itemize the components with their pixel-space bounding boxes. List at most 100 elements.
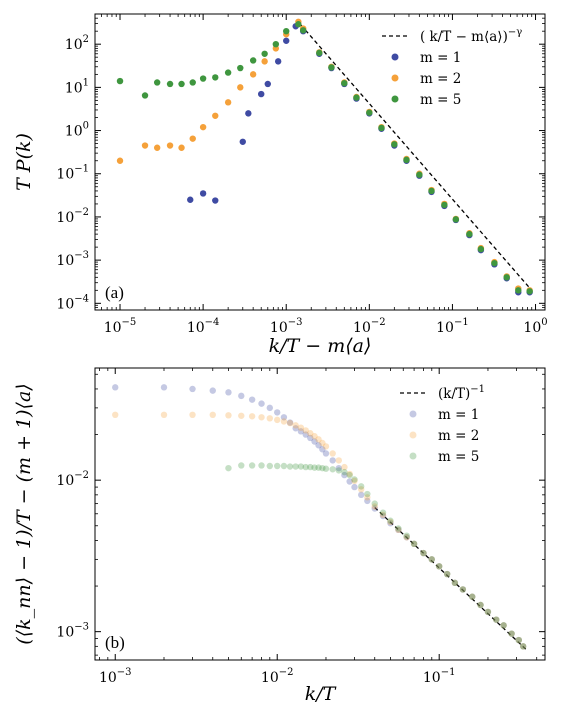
data-point — [209, 387, 216, 394]
data-point — [403, 156, 410, 164]
tick-label: 10−1 — [436, 317, 469, 336]
series-m2 — [116, 18, 533, 294]
data-point — [280, 418, 288, 425]
data-point — [283, 37, 290, 44]
data-point — [420, 549, 427, 557]
data-point — [322, 443, 330, 450]
data-point — [335, 457, 343, 464]
reference-line — [300, 24, 532, 290]
tick-label: 100 — [523, 317, 547, 336]
data-point — [319, 446, 326, 453]
data-point — [189, 385, 196, 393]
data-point — [302, 427, 309, 434]
data-point — [441, 201, 448, 209]
data-point — [515, 636, 522, 644]
data-point — [428, 556, 435, 563]
data-point — [322, 465, 330, 472]
data-point — [258, 462, 265, 469]
data-point — [239, 138, 246, 145]
data-point — [364, 497, 371, 505]
data-point — [307, 463, 314, 471]
data-point — [519, 643, 527, 650]
data-point — [346, 471, 353, 479]
data-point — [515, 636, 522, 644]
data-point — [395, 526, 402, 534]
data-point — [112, 411, 119, 419]
tick-label: 101 — [65, 77, 89, 96]
series-m5 — [116, 21, 533, 295]
data-point — [451, 579, 459, 587]
legend-entry-reference: ( k/T − m⟨a⟩)−γ — [420, 27, 522, 45]
data-point — [477, 601, 484, 609]
data-point — [258, 414, 265, 421]
data-point — [351, 476, 358, 483]
data-point — [435, 563, 443, 570]
data-point — [280, 462, 288, 470]
data-point — [212, 74, 219, 81]
data-point — [410, 540, 418, 548]
tick-label: 10−4 — [187, 317, 220, 336]
tick-label: 10−2 — [56, 207, 89, 226]
data-point — [237, 84, 244, 91]
data-point — [335, 464, 343, 472]
data-point — [302, 431, 309, 438]
data-point — [189, 135, 196, 142]
data-point — [249, 71, 257, 78]
tick-label: 10−3 — [270, 317, 303, 336]
panel-b: 10−3 10−2 10−1 10−3 10−2 (b) k/T (⟨k_nn⟩ − 1)/T… — [13, 367, 546, 705]
data-point — [493, 616, 500, 623]
data-point — [311, 433, 318, 440]
data-point — [116, 157, 124, 164]
data-point — [225, 389, 232, 396]
data-point — [307, 434, 314, 442]
data-point — [329, 457, 336, 464]
data-point — [166, 80, 174, 88]
data-point — [379, 512, 387, 520]
data-point — [316, 49, 323, 57]
legend-entry: m = 5 — [420, 92, 461, 108]
data-point — [153, 144, 161, 151]
data-point — [266, 404, 274, 412]
data-point — [224, 69, 232, 76]
y-axis-label: (⟨k_nn⟩ − 1)/T − (m + 1)⟨a⟩ — [13, 383, 35, 644]
data-point — [116, 77, 124, 85]
data-point — [189, 411, 196, 419]
data-point — [428, 556, 435, 563]
data-point — [307, 430, 314, 437]
data-point — [366, 109, 373, 116]
data-point — [341, 468, 348, 476]
data-point — [315, 436, 322, 443]
data-point — [466, 230, 473, 238]
legend-marker — [391, 95, 399, 103]
tick-label: 10−3 — [99, 667, 132, 686]
data-point — [248, 413, 256, 420]
data-point — [248, 462, 256, 469]
data-point — [500, 622, 507, 629]
data-point — [341, 463, 348, 471]
data-point — [451, 579, 459, 587]
tick-label: 10−3 — [56, 250, 89, 269]
data-point — [477, 601, 484, 609]
data-point — [452, 216, 460, 223]
data-point — [238, 412, 245, 419]
data-point — [416, 171, 423, 178]
data-point — [280, 414, 288, 421]
series-m2 — [112, 411, 527, 650]
data-point — [353, 94, 360, 101]
data-point — [141, 92, 149, 99]
data-point — [459, 586, 467, 593]
data-point — [199, 75, 207, 82]
data-point — [315, 442, 322, 449]
data-point — [274, 462, 281, 470]
legend-marker — [409, 431, 417, 439]
data-point — [387, 519, 394, 527]
legend-marker — [391, 53, 399, 61]
data-point — [274, 416, 281, 424]
y-axis-label: T P(k) — [13, 133, 35, 191]
data-point — [212, 112, 219, 119]
data-point — [274, 409, 281, 416]
data-point — [283, 27, 290, 35]
data-point — [341, 471, 348, 479]
data-point — [459, 586, 467, 593]
data-point — [153, 79, 161, 86]
